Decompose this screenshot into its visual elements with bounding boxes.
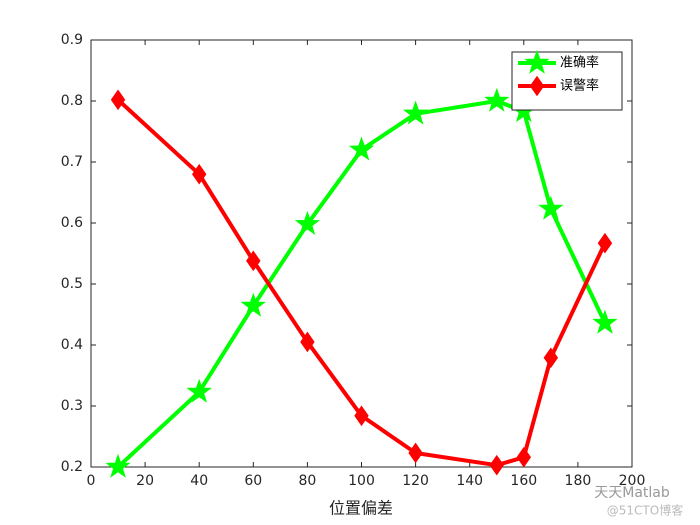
marker [186, 378, 212, 403]
marker [538, 195, 564, 220]
marker [402, 100, 429, 125]
x-tick-label: 40 [190, 473, 208, 489]
legend-label: 准确率 [560, 55, 599, 71]
y-tick-label: 0.6 [61, 215, 83, 231]
x-tick-label: 0 [87, 473, 96, 489]
marker [543, 347, 559, 369]
marker [110, 89, 126, 111]
x-tick-label: 20 [136, 473, 154, 489]
y-tick-label: 0.5 [61, 276, 83, 292]
x-tick-label: 140 [456, 473, 483, 489]
watermark: 天天Matlab [594, 485, 670, 501]
watermark: @51CTO博客 [607, 503, 683, 518]
marker [408, 442, 423, 464]
marker [524, 49, 550, 74]
y-tick-label: 0.3 [61, 398, 83, 414]
x-tick-label: 200 [619, 473, 646, 489]
marker [489, 454, 504, 476]
marker [105, 453, 131, 478]
marker [294, 210, 321, 235]
y-tick-label: 0.9 [61, 32, 83, 48]
marker [516, 446, 532, 468]
y-tick-label: 0.8 [61, 93, 83, 109]
x-tick-label: 160 [510, 473, 537, 489]
marker [597, 232, 613, 254]
marker [348, 136, 375, 161]
legend-label: 误警率 [560, 78, 599, 94]
x-tick-label: 100 [348, 473, 375, 489]
y-tick-label: 0.7 [61, 154, 83, 170]
x-tick-label: 120 [402, 473, 429, 489]
marker [592, 309, 618, 334]
marker [191, 163, 207, 185]
x-tick-label: 80 [298, 473, 316, 489]
marker [354, 405, 369, 427]
y-tick-label: 0.2 [61, 459, 83, 475]
y-tick-label: 0.4 [61, 337, 83, 353]
marker [484, 87, 510, 112]
marker [246, 250, 261, 272]
x-tick-label: 60 [244, 473, 262, 489]
x-tick-label: 180 [565, 473, 592, 489]
x-axis-label: 位置偏差 [329, 499, 393, 518]
marker [300, 331, 315, 353]
series-line [116, 98, 607, 468]
marker [529, 75, 545, 97]
marker [240, 292, 266, 317]
series-line [116, 99, 607, 469]
